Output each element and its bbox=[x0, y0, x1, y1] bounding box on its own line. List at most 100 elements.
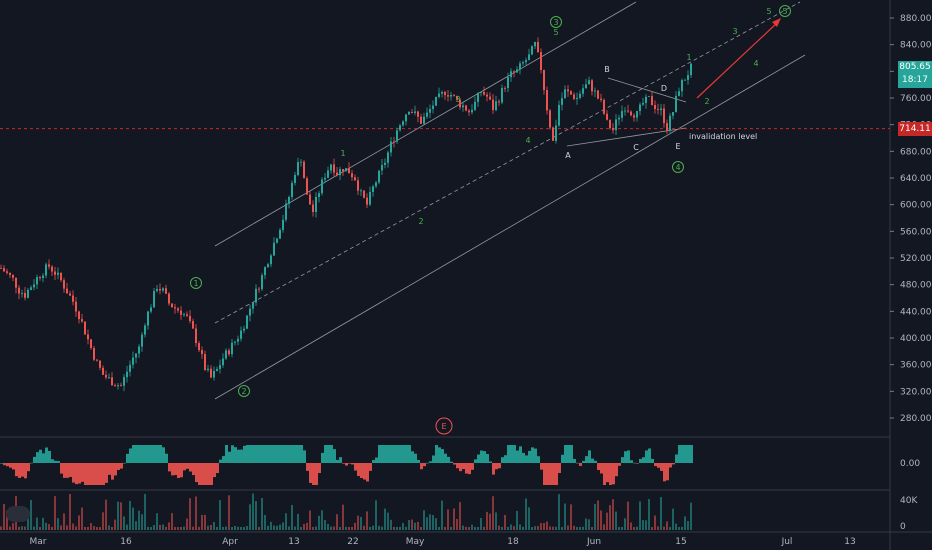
volume-bar bbox=[495, 512, 497, 530]
oscillator-bar bbox=[15, 463, 18, 477]
volume-bar bbox=[117, 501, 119, 530]
x-tick-label: Apr bbox=[222, 537, 238, 547]
candle-body bbox=[507, 77, 509, 89]
candle-body bbox=[276, 238, 278, 243]
candle-body bbox=[477, 92, 479, 102]
volume-bar bbox=[225, 526, 227, 530]
candle-body bbox=[72, 295, 74, 302]
oscillator-bar bbox=[453, 463, 456, 465]
oscillator-bar bbox=[189, 463, 192, 472]
candle-body bbox=[501, 87, 503, 103]
oscillator-bar bbox=[72, 463, 75, 483]
candle-body bbox=[81, 319, 83, 322]
volume-bar bbox=[648, 499, 650, 530]
oscillator-bar bbox=[240, 449, 243, 463]
candle-body bbox=[474, 101, 476, 110]
wave-3-circle bbox=[550, 16, 562, 28]
candle-body bbox=[132, 357, 134, 365]
candle-body bbox=[273, 242, 275, 256]
oscillator-bar bbox=[156, 445, 159, 463]
oscillator-bar bbox=[663, 463, 666, 482]
volume-bar bbox=[684, 516, 686, 530]
oscillator-bar bbox=[540, 463, 543, 470]
volume-bar bbox=[582, 526, 584, 530]
tradingview-logo-icon[interactable] bbox=[6, 506, 30, 522]
oscillator-bar bbox=[630, 460, 633, 463]
volume-bar bbox=[168, 522, 170, 530]
volume-bar bbox=[270, 521, 272, 530]
candles bbox=[0, 37, 692, 392]
candle-body bbox=[639, 104, 641, 112]
candle-body bbox=[3, 268, 5, 272]
oscillator-bar bbox=[549, 463, 552, 485]
volume-bar bbox=[216, 526, 218, 530]
candle-body bbox=[198, 343, 200, 351]
volume-bar bbox=[486, 511, 488, 530]
x-tick-label: 22 bbox=[347, 537, 358, 547]
candle-body bbox=[372, 186, 374, 192]
oscillator-bar bbox=[231, 445, 234, 463]
volume-bar bbox=[537, 525, 539, 530]
candle-body bbox=[99, 360, 101, 368]
oscillator-bar bbox=[600, 463, 603, 474]
oscillator-bar bbox=[438, 447, 441, 463]
volume-bar bbox=[273, 525, 275, 530]
oscillator-bar bbox=[417, 459, 420, 463]
oscillator-bar bbox=[330, 445, 333, 463]
volume-bar bbox=[102, 512, 104, 530]
oscillator-bar bbox=[552, 463, 555, 485]
candle-body bbox=[159, 288, 161, 291]
volume-bar bbox=[564, 503, 566, 530]
candle-body bbox=[258, 288, 260, 290]
oscillator-bar bbox=[318, 463, 321, 474]
oscillator-bar bbox=[78, 463, 81, 484]
oscillator-bar bbox=[348, 463, 351, 464]
oscillator-bar bbox=[498, 463, 501, 469]
volume-bar bbox=[438, 526, 440, 530]
oscillator-bar bbox=[444, 453, 447, 463]
oscillator-bar bbox=[408, 445, 411, 463]
candle-body bbox=[444, 91, 446, 96]
candle-body bbox=[369, 191, 371, 205]
candle-body bbox=[321, 179, 323, 194]
volume-bar bbox=[288, 526, 290, 530]
oscillator-bar bbox=[93, 463, 96, 485]
volume-bar bbox=[162, 524, 164, 530]
oscillator-bar bbox=[546, 463, 549, 485]
volume-bar bbox=[621, 526, 623, 530]
y-tick-label: 880.00 bbox=[900, 14, 932, 24]
volume-bar bbox=[690, 502, 692, 530]
candle-body bbox=[192, 321, 194, 329]
oscillator-bar bbox=[183, 463, 186, 471]
x-tick-label: 16 bbox=[120, 537, 132, 547]
candle-body bbox=[447, 95, 449, 97]
volume-bar bbox=[519, 524, 521, 530]
minor-wave-3: 3 bbox=[455, 95, 460, 104]
candle-body bbox=[126, 371, 128, 378]
volume-bar bbox=[249, 504, 251, 530]
event-e-circle[interactable] bbox=[435, 417, 453, 435]
volume-bar bbox=[222, 526, 224, 530]
volume-bar bbox=[645, 520, 647, 530]
oscillator-bar bbox=[279, 445, 282, 463]
oscillator-bar bbox=[60, 463, 63, 474]
candle-body bbox=[90, 339, 92, 349]
oscillator-bar bbox=[216, 463, 219, 474]
volume-bar bbox=[159, 524, 161, 530]
volume-bar bbox=[246, 526, 248, 530]
candle-body bbox=[480, 92, 482, 93]
candle-body bbox=[600, 98, 602, 100]
volume-bar bbox=[6, 510, 8, 530]
volume-bar bbox=[330, 526, 332, 530]
y-tick-label: 440.00 bbox=[900, 307, 932, 317]
oscillator-bar bbox=[102, 463, 105, 485]
triangle-upper-line bbox=[607, 77, 687, 103]
oscillator-bar bbox=[264, 445, 267, 463]
y-tick-label: 400.00 bbox=[900, 334, 932, 344]
oscillator-bar bbox=[27, 463, 30, 472]
volume-bar bbox=[201, 514, 203, 530]
candle-body bbox=[39, 277, 41, 279]
oscillator-bar bbox=[651, 458, 654, 463]
candle-body bbox=[375, 182, 377, 187]
